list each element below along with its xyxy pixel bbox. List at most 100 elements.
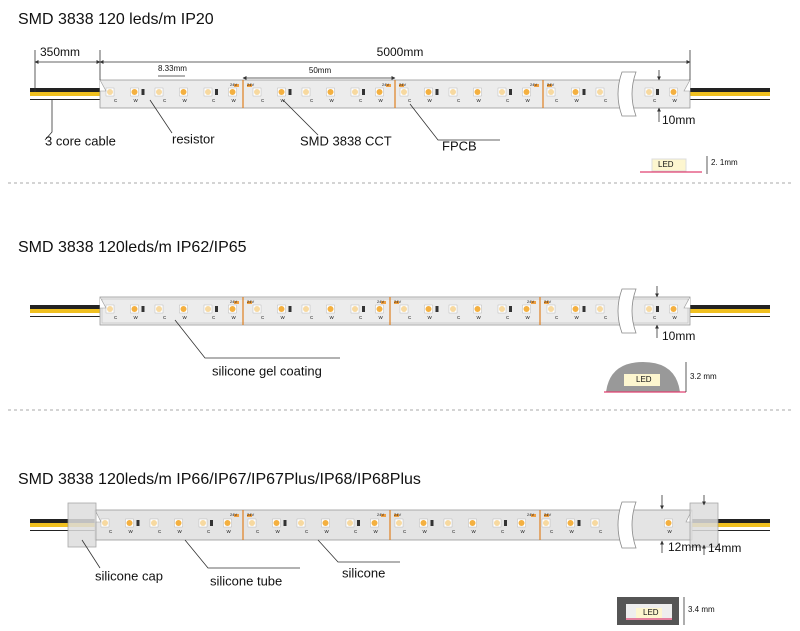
label: SMD 3838 CCT: [300, 133, 392, 148]
led-mark: C: [506, 315, 510, 320]
voltage-mark: 24V: [377, 299, 384, 304]
leader: [409, 103, 500, 141]
pad: [247, 301, 252, 304]
cable-wire: [686, 96, 770, 99]
led-mark: W: [330, 315, 335, 320]
cable-wire: [686, 92, 770, 96]
led-phosphor: [156, 306, 162, 312]
voltage-mark: 24V: [399, 82, 406, 87]
led-phosphor: [327, 89, 334, 95]
section-title: SMD 3838 120leds/m IP66/IP67/IP67Plus/IP…: [18, 471, 421, 488]
led-mark: W: [575, 98, 580, 103]
voltage-mark: 24V: [527, 299, 534, 304]
pad: [247, 84, 252, 87]
voltage-mark: 24V: [247, 512, 254, 517]
pad: [544, 301, 549, 304]
led-mark: C: [599, 529, 603, 534]
label: FPCB: [442, 138, 477, 153]
dim-cap: 14mm: [708, 541, 741, 555]
led-mark: C: [114, 98, 118, 103]
leader: [317, 539, 400, 563]
leader: [44, 100, 53, 141]
led-mark: C: [261, 98, 265, 103]
led-mark: W: [526, 315, 531, 320]
led-mark: C: [555, 315, 559, 320]
led-phosphor: [548, 89, 554, 95]
section-title: SMD 3838 120 leds/m IP20: [18, 11, 214, 28]
strip-end: [99, 79, 107, 92]
cable-wire: [30, 96, 104, 99]
led-mark: W: [325, 529, 330, 534]
thickness: 3.2 mm: [690, 372, 717, 381]
strip-end: [99, 296, 107, 309]
led-mark: C: [550, 529, 554, 534]
led-phosphor: [499, 306, 505, 312]
silicone-cap: [67, 502, 97, 548]
led-phosphor: [273, 520, 280, 526]
dim-cable: 350mm: [40, 45, 80, 59]
led-phosphor: [597, 89, 603, 95]
resistor: [210, 520, 213, 526]
leader: [174, 319, 340, 359]
pad: [386, 84, 391, 87]
led-phosphor: [469, 520, 476, 526]
pad: [381, 514, 386, 517]
led-mark: C: [109, 529, 113, 534]
voltage-mark: 24V: [530, 82, 537, 87]
resistor: [582, 89, 586, 95]
led-mark: C: [653, 315, 657, 320]
led-mark: W: [423, 529, 428, 534]
led-phosphor: [396, 520, 402, 526]
led-mark: C: [555, 98, 559, 103]
voltage-mark: 24V: [544, 512, 551, 517]
led-phosphor: [597, 306, 603, 312]
led-mark: C: [256, 529, 260, 534]
voltage-mark: 24V: [544, 299, 551, 304]
led-mark: W: [472, 529, 477, 534]
thickness: 2. 1mm: [711, 158, 738, 167]
led-phosphor: [278, 89, 285, 95]
led-mark: W: [526, 98, 531, 103]
resistor: [577, 520, 581, 526]
pad: [381, 301, 386, 304]
strip-break: [617, 71, 637, 117]
pad: [247, 514, 252, 517]
cable-wire: [30, 92, 104, 96]
led-mark: C: [653, 98, 657, 103]
led-mark: C: [207, 529, 211, 534]
led-mark: C: [408, 315, 412, 320]
led-phosphor: [131, 89, 138, 95]
resistor: [362, 89, 365, 95]
led-phosphor: [494, 520, 500, 526]
resistor: [288, 306, 292, 312]
led-phosphor: [229, 306, 236, 312]
led-mark: W: [575, 315, 580, 320]
resistor: [509, 306, 512, 312]
label: 3 core cable: [45, 133, 116, 148]
led-phosphor: [107, 306, 113, 312]
pad: [531, 301, 536, 304]
silicone-cap: [689, 502, 719, 548]
pad: [544, 514, 549, 517]
voltage-mark: 24V: [394, 299, 401, 304]
resistor: [362, 306, 365, 312]
resistor: [435, 89, 439, 95]
voltage-mark: 24V: [394, 512, 401, 517]
label: silicone gel coating: [212, 363, 322, 378]
strips: C W C W C W C W C W C W C W C W C W C W C C W 24V 24V 24V 24V 24V 24…: [30, 71, 770, 549]
led-phosphor: [156, 89, 162, 95]
cable-wire: [30, 523, 99, 527]
led-phosphor: [352, 89, 358, 95]
led-phosphor: [249, 520, 255, 526]
led-phosphor: [646, 89, 652, 95]
pad: [399, 84, 404, 87]
led-phosphor: [303, 89, 309, 95]
voltage-mark: 24V: [527, 512, 534, 517]
led-mark: W: [129, 529, 134, 534]
led-mark: W: [276, 529, 281, 534]
led-mark: W: [330, 98, 335, 103]
led-mark: C: [212, 98, 216, 103]
led-mark: W: [673, 98, 678, 103]
led-phosphor: [298, 520, 304, 526]
led-phosphor: [303, 306, 309, 312]
